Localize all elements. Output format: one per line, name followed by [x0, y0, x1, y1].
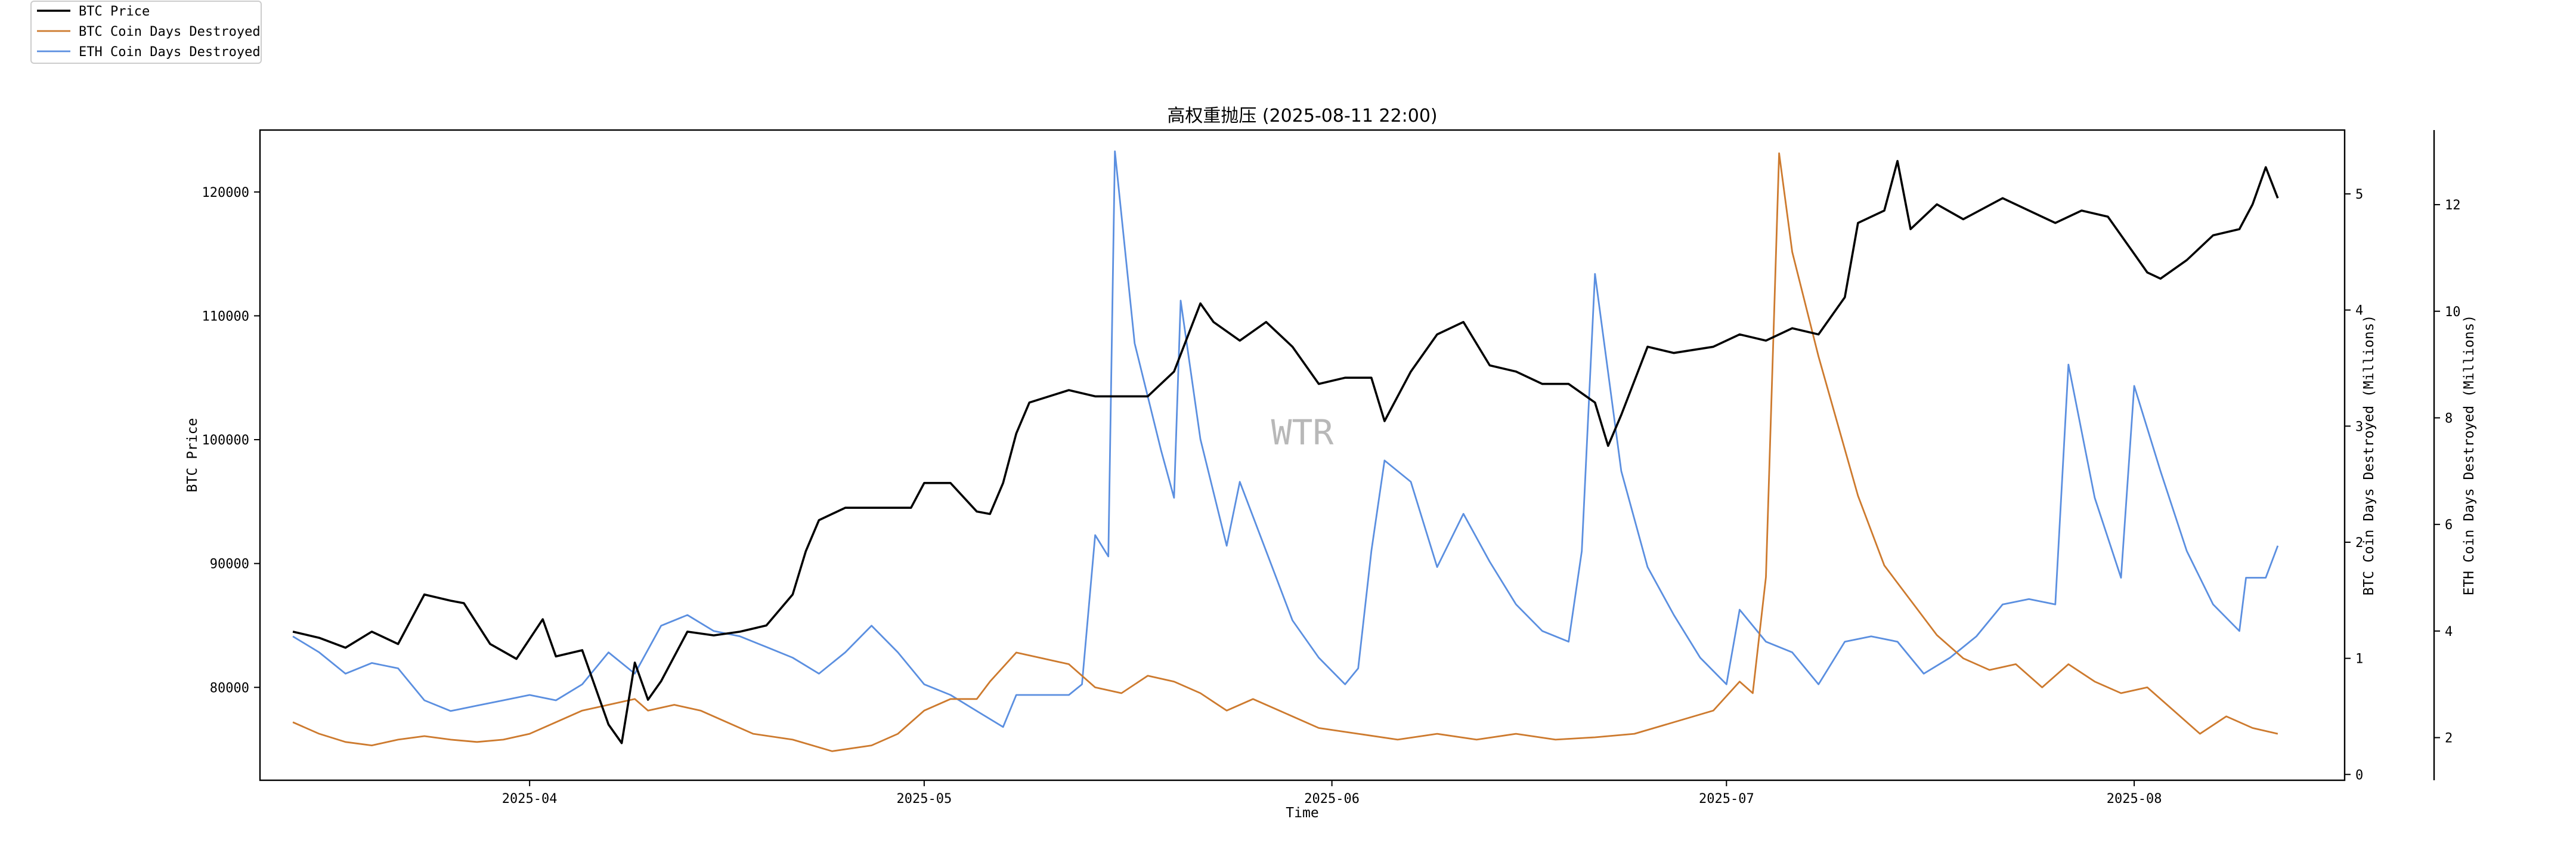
legend-entry: ETH Coin Days Destroyed: [79, 45, 261, 60]
x-tick-label: 2025-07: [1699, 792, 1754, 807]
legend: BTC Price BTC Coin Days Destroyed ETH Coin…: [30, 1, 262, 64]
legend-entry: BTC Coin Days Destroyed: [79, 24, 261, 39]
watermark: WTR: [1271, 412, 1334, 453]
x-tick-label: 2025-04: [502, 792, 558, 807]
btc_cdd-tick-label: 5: [2355, 187, 2363, 202]
btc_price-tick-label: 100000: [202, 433, 249, 448]
btc_cdd-tick-label: 1: [2355, 652, 2363, 667]
legend-entry: BTC Price: [79, 4, 150, 19]
x-tick-label: 2025-06: [1304, 792, 1360, 807]
btc_price-tick-label: 80000: [210, 681, 249, 696]
eth_cdd-tick-label: 4: [2445, 625, 2453, 639]
btc_cdd-axis-title: BTC Coin Days Destroyed (Millions): [2361, 315, 2377, 596]
eth_cdd-tick-label: 8: [2445, 411, 2453, 426]
btc_cdd-tick-label: 3: [2355, 419, 2363, 434]
series-line-eth-coin-days-destroyed: [292, 150, 2279, 728]
btc_price-axis-title: BTC Price: [185, 418, 200, 493]
series-line-btc-coin-days-destroyed: [292, 152, 2278, 752]
eth_cdd-tick-label: 2: [2445, 731, 2453, 746]
btc_price-tick-label: 90000: [210, 557, 249, 572]
eth_cdd-tick-label: 12: [2445, 198, 2461, 213]
btc_cdd-tick-label: 2: [2355, 536, 2363, 551]
x-axis-title: Time: [1286, 805, 1318, 821]
eth_cdd-tick-label: 10: [2445, 305, 2461, 320]
series-layer: [292, 150, 2279, 752]
btc_price-tick-label: 110000: [202, 309, 249, 324]
plot-area: [259, 129, 2346, 781]
chart-title: 高权重抛压 (2025-08-11 22:00): [1167, 106, 1437, 126]
eth_cdd-axis-title: ETH Coin Days Destroyed (Millions): [2462, 315, 2477, 596]
x-tick-label: 2025-08: [2107, 792, 2162, 807]
x-tick-label: 2025-05: [897, 792, 952, 807]
btc_price-tick-label: 120000: [202, 186, 249, 200]
btc_cdd-tick-label: 4: [2355, 304, 2363, 319]
eth_cdd-tick-label: 6: [2445, 518, 2453, 533]
btc_cdd-tick-label: 0: [2355, 768, 2363, 783]
legend-frame: [30, 1, 262, 64]
series-line-btc-price: [292, 160, 2279, 744]
